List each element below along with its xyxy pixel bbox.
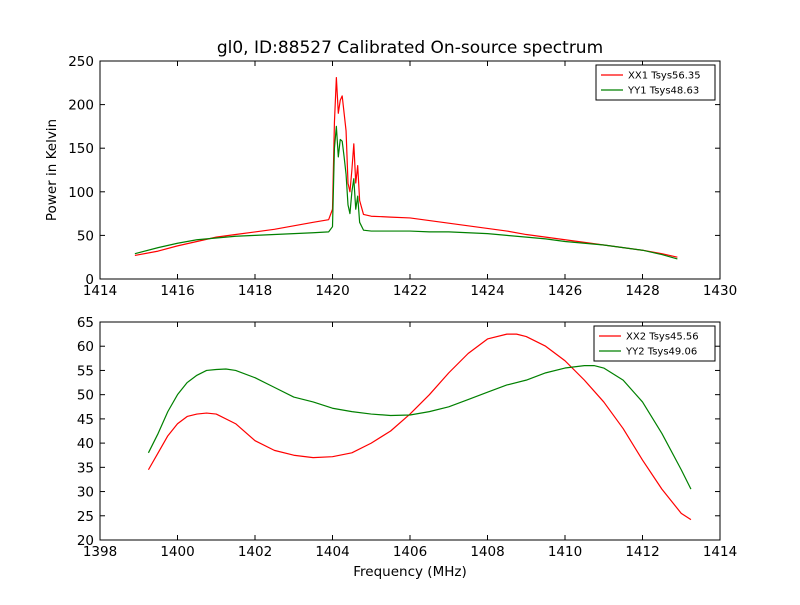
y-tick-label: 35	[77, 460, 94, 476]
y-tick-label: 150	[68, 141, 94, 157]
legend-entry: YY2 Tsys49.06	[625, 347, 697, 358]
x-tick-label: 1404	[315, 544, 349, 560]
x-tick-label: 1406	[393, 544, 427, 560]
x-tick-label: 1410	[548, 544, 582, 560]
legend-box	[593, 325, 716, 362]
y-tick-label: 100	[68, 185, 94, 201]
y-tick-label: 40	[77, 436, 94, 452]
y-tick-label: 50	[77, 388, 94, 404]
x-tick-label: 1408	[470, 544, 504, 560]
x-tick-label: 1424	[470, 283, 504, 299]
y-tick-label: 25	[77, 509, 94, 525]
y-tick-label: 0	[85, 272, 94, 288]
x-tick-label: 1414	[83, 283, 117, 299]
x-tick-label: 1412	[625, 544, 659, 560]
x-tick-label: 1420	[315, 283, 349, 299]
legend-box	[595, 64, 716, 101]
legend-entry: XX2 Tsys45.56	[626, 332, 699, 343]
y-tick-label: 250	[68, 54, 94, 70]
legend-entry: XX1 Tsys56.35	[628, 71, 701, 82]
y-tick-label: 30	[77, 485, 94, 501]
series-line-xx1-tsys56-35	[134, 76, 678, 258]
y-tick-label: 200	[68, 98, 94, 114]
y-tick-label: 60	[77, 339, 94, 355]
bottom-plot: 1398 1400 1402 1404 1406 1408 1410 1412 1414 20 25…	[77, 315, 737, 580]
x-tick-label: 1398	[83, 544, 117, 560]
series-line-yy1-tsys48-63	[134, 125, 678, 260]
x-tick-label: 1418	[238, 283, 272, 299]
y-tick-label: 50	[77, 228, 94, 244]
x-tick-label: 1400	[160, 544, 194, 560]
x-tick-label: 1414	[703, 544, 737, 560]
y-tick-label: 65	[77, 315, 94, 331]
chart-title: gl0, ID:88527 Calibrated On-source spect…	[217, 38, 603, 58]
y-tick-label: 20	[77, 533, 94, 549]
y-tick-label: 55	[77, 363, 94, 379]
x-tick-label: 1430	[703, 283, 737, 299]
series-line-xx2-tsys45-56	[147, 333, 692, 521]
x-tick-label: 1426	[548, 283, 582, 299]
x-tick-label: 1402	[238, 544, 272, 560]
y-axis-label: Power in Kelvin	[44, 119, 60, 221]
x-tick-label: 1422	[393, 283, 427, 299]
x-tick-label: 1428	[625, 283, 659, 299]
y-tick-label: 45	[77, 412, 94, 428]
x-tick-label: 1416	[160, 283, 194, 299]
top-plot: gl0, ID:88527 Calibrated On-source spect…	[44, 38, 737, 299]
x-axis-label: Frequency (MHz)	[353, 564, 466, 580]
series-line-yy2-tsys49-06	[147, 365, 692, 490]
legend-entry: YY1 Tsys48.63	[627, 86, 699, 97]
